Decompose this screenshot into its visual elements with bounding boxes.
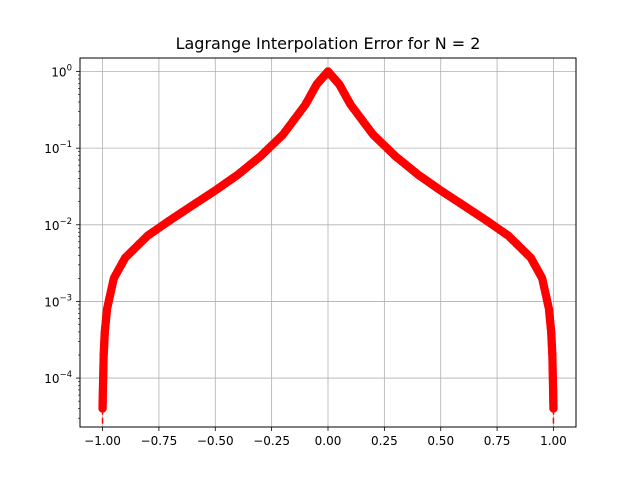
chart-title: Lagrange Interpolation Error for N = 2 [176,34,481,53]
y-tick-base: 10 [44,142,59,156]
y-tick-label: 10−2 [44,217,72,233]
x-axis-ticks: −1.00 −0.75 −0.50 −0.25 0.00 0.25 0.50 0.75 1.00 [84,427,567,448]
y-tick-base: 10 [44,219,59,233]
y-tick-exponent: −1 [59,140,72,150]
x-tick-label: 0.00 [315,434,342,448]
x-tick-label: 1.00 [540,434,567,448]
y-tick-label: 10−4 [44,370,72,386]
x-tick-label: −1.00 [84,434,121,448]
y-tick-exponent: −2 [59,217,72,227]
y-tick-base: 10 [51,65,66,79]
y-tick-label: 10−3 [44,293,72,309]
x-tick-label: −0.75 [141,434,178,448]
y-tick-label: 10−1 [44,140,72,156]
series-layer [98,67,558,427]
y-tick-base: 10 [44,295,59,309]
y-tick-exponent: −4 [59,370,72,380]
x-tick-label: −0.25 [253,434,290,448]
x-tick-label: 0.50 [427,434,454,448]
y-tick-exponent: 0 [67,63,72,73]
x-tick-label: 0.25 [371,434,398,448]
x-tick-label: 0.75 [484,434,511,448]
x-tick-label: −0.50 [197,434,234,448]
y-tick-exponent: −3 [59,293,72,303]
y-tick-base: 10 [44,372,59,386]
y-tick-label: 100 [51,63,72,79]
data-point [549,404,558,413]
